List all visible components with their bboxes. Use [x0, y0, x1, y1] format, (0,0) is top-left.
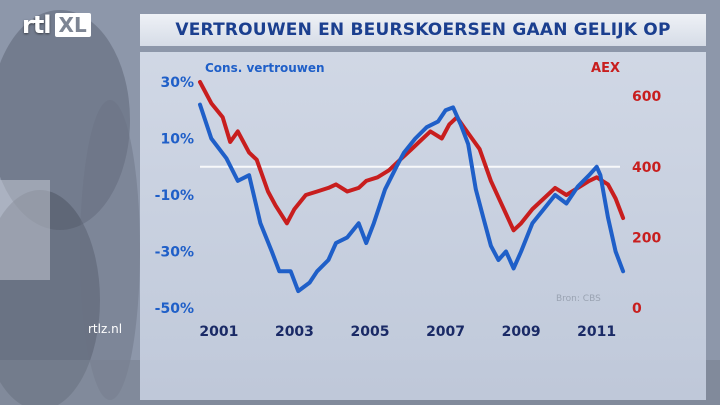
logo-rtl-text: rtl [22, 11, 52, 39]
series-line-aex [198, 80, 626, 233]
x-tick-label: 2005 [351, 324, 390, 340]
x-tick-label: 2003 [275, 324, 314, 340]
left-tick-label: -30% [155, 245, 194, 261]
logo-xl-text: XL [54, 13, 91, 37]
right-tick-label: 400 [632, 160, 661, 176]
left-tick-label: -10% [155, 188, 194, 204]
series-line-vertrouwen [198, 102, 626, 294]
left-axis-label: Cons. vertrouwen [205, 61, 325, 75]
x-tick-label: 2001 [199, 324, 238, 340]
rtl-xl-logo: rtl XL [22, 10, 130, 40]
source-note: Bron: CBS [556, 294, 601, 304]
left-tick-label: 10% [160, 132, 194, 148]
chart-title: VERTROUWEN EN BEURSKOERSEN GAAN GELIJK O… [175, 20, 671, 40]
left-tick-label: 30% [160, 75, 194, 91]
right-tick-label: 600 [632, 89, 661, 105]
x-tick-label: 2011 [577, 324, 616, 340]
x-tick-label: 2007 [426, 324, 465, 340]
title-bar: VERTROUWEN EN BEURSKOERSEN GAAN GELIJK O… [140, 14, 706, 46]
site-url: rtlz.nl [88, 322, 123, 336]
x-tick-label: 2009 [502, 324, 541, 340]
right-tick-label: 0 [632, 301, 642, 317]
right-tick-label: 200 [632, 230, 661, 246]
left-tick-label: -50% [155, 301, 194, 317]
right-axis-label: AEX [591, 61, 620, 76]
